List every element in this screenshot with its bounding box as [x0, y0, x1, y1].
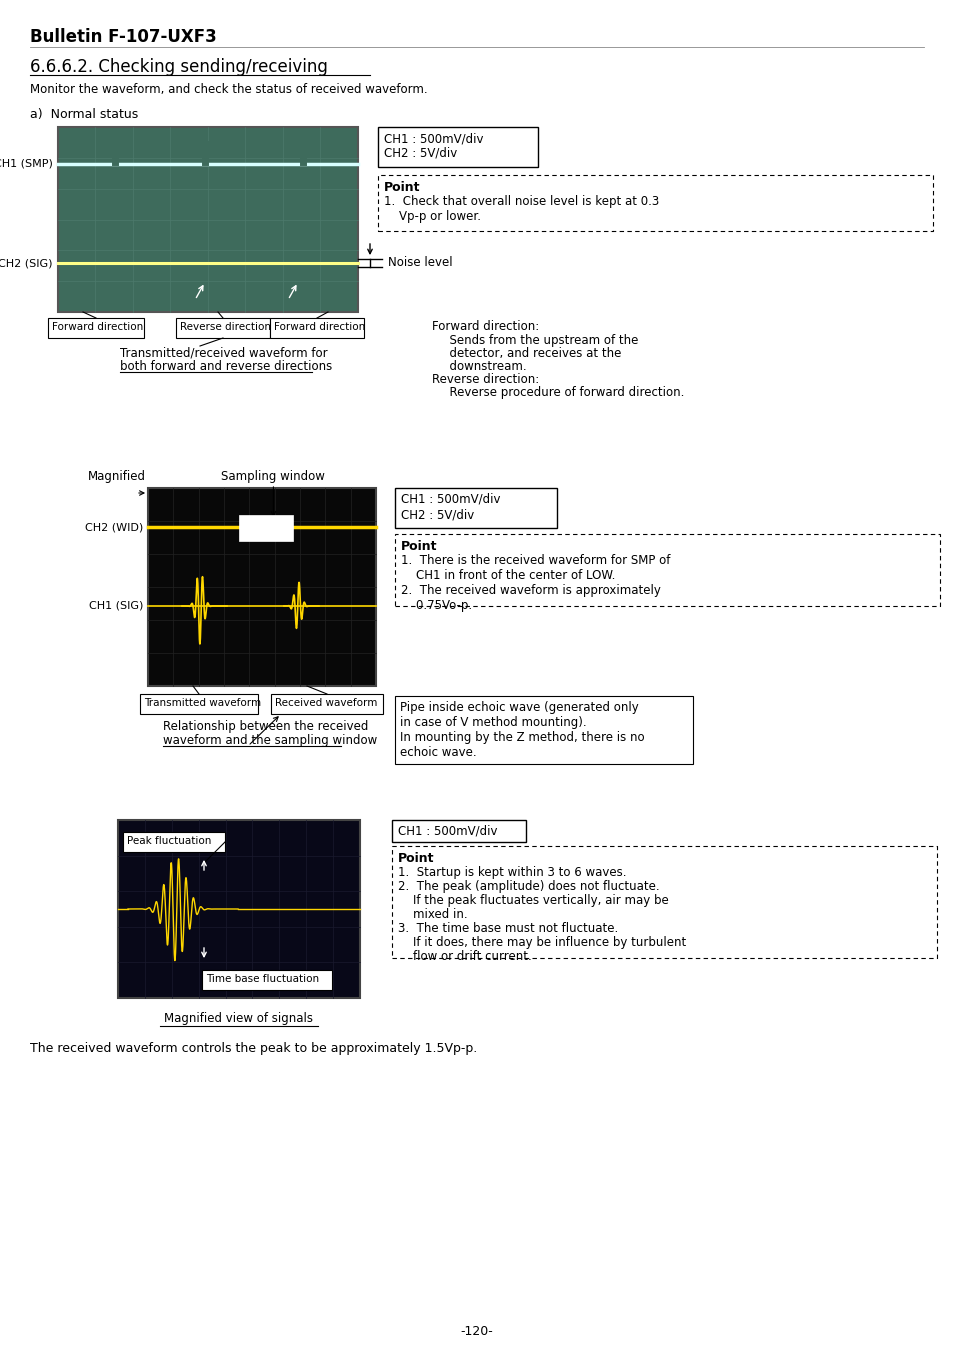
Text: 1.  Startup is kept within 3 to 6 waves.: 1. Startup is kept within 3 to 6 waves.	[397, 866, 626, 880]
Text: Peak fluctuation: Peak fluctuation	[127, 836, 212, 846]
Text: Point: Point	[397, 852, 434, 865]
Text: Magnified view of signals: Magnified view of signals	[164, 1012, 314, 1025]
Text: Reverse procedure of forward direction.: Reverse procedure of forward direction.	[441, 386, 683, 399]
Text: downstream.: downstream.	[441, 359, 526, 373]
Bar	[148, 488, 375, 686]
Text: Monitor the waveform, and check the status of received waveform.: Monitor the waveform, and check the stat…	[30, 82, 427, 96]
Text: waveform and the sampling window: waveform and the sampling window	[163, 734, 376, 747]
Text: Received waveform: Received waveform	[274, 698, 377, 708]
Text: detector, and receives at the: detector, and receives at the	[441, 347, 620, 359]
Bar	[395, 488, 557, 528]
Text: Sampling window: Sampling window	[221, 470, 325, 484]
Bar	[377, 127, 537, 168]
Text: Transmitted/received waveform for: Transmitted/received waveform for	[120, 346, 327, 359]
Bar	[239, 515, 293, 540]
Bar	[395, 534, 939, 607]
Text: CH2 (WID): CH2 (WID)	[85, 521, 143, 532]
Text: Magnified: Magnified	[88, 470, 146, 484]
Text: CH1 (SMP): CH1 (SMP)	[0, 159, 53, 169]
Text: 2.  The peak (amplitude) does not fluctuate.: 2. The peak (amplitude) does not fluctua…	[397, 880, 659, 893]
Text: CH1 : 500mV/div
CH2 : 5V/div: CH1 : 500mV/div CH2 : 5V/div	[400, 493, 500, 521]
Text: Transmitted waveform: Transmitted waveform	[144, 698, 261, 708]
Text: 3.  The time base must not fluctuate.: 3. The time base must not fluctuate.	[397, 921, 618, 935]
Text: CH1 (SIG): CH1 (SIG)	[89, 601, 143, 611]
Text: CH1 : 500mV/div
CH2 : 5V/div: CH1 : 500mV/div CH2 : 5V/div	[384, 132, 483, 159]
Bar	[395, 696, 692, 765]
Text: Relationship between the received: Relationship between the received	[163, 720, 368, 734]
Text: If it does, there may be influence by turbulent: If it does, there may be influence by tu…	[397, 936, 685, 948]
Text: If the peak fluctuates vertically, air may be: If the peak fluctuates vertically, air m…	[397, 894, 668, 907]
Bar	[392, 820, 525, 842]
Text: 1.  There is the received waveform for SMP of
    CH1 in front of the center of : 1. There is the received waveform for SM…	[400, 554, 670, 612]
Text: Reverse direction:: Reverse direction:	[432, 373, 538, 386]
Text: Reverse direction: Reverse direction	[180, 322, 271, 332]
Text: both forward and reverse directions: both forward and reverse directions	[120, 359, 332, 373]
Text: Point: Point	[400, 540, 437, 553]
Bar	[58, 127, 357, 312]
Bar	[392, 846, 936, 958]
Text: CH1 : 500mV/div: CH1 : 500mV/div	[397, 825, 497, 838]
Bar	[202, 970, 332, 990]
Text: CH2 (SIG): CH2 (SIG)	[0, 258, 53, 267]
Bar	[140, 694, 257, 713]
Text: Noise level: Noise level	[388, 257, 452, 269]
Bar	[175, 317, 270, 338]
Text: Forward direction: Forward direction	[52, 322, 143, 332]
Bar	[271, 694, 382, 713]
Bar	[270, 317, 364, 338]
Text: Bulletin F-107-UXF3: Bulletin F-107-UXF3	[30, 28, 216, 46]
Bar	[48, 317, 144, 338]
Text: Sends from the upstream of the: Sends from the upstream of the	[441, 334, 638, 347]
Text: Forward direction:: Forward direction:	[432, 320, 538, 332]
Text: 6.6.6.2. Checking sending/receiving: 6.6.6.2. Checking sending/receiving	[30, 58, 328, 76]
Text: Point: Point	[384, 181, 420, 195]
Text: mixed in.: mixed in.	[397, 908, 467, 921]
Text: -120-: -120-	[460, 1325, 493, 1337]
Text: 1.  Check that overall noise level is kept at 0.3
    Vp-p or lower.: 1. Check that overall noise level is kep…	[384, 195, 659, 223]
Text: Pipe inside echoic wave (generated only
in case of V method mounting).
In mounti: Pipe inside echoic wave (generated only …	[399, 701, 644, 759]
Bar	[118, 820, 359, 998]
Text: Forward direction: Forward direction	[274, 322, 365, 332]
Text: flow or drift current.: flow or drift current.	[397, 950, 531, 963]
Text: The received waveform controls the peak to be approximately 1.5Vp-p.: The received waveform controls the peak …	[30, 1042, 476, 1055]
Bar	[123, 832, 225, 852]
Text: Time base fluctuation: Time base fluctuation	[206, 974, 319, 984]
Text: a)  Normal status: a) Normal status	[30, 108, 138, 122]
Bar	[377, 176, 932, 231]
